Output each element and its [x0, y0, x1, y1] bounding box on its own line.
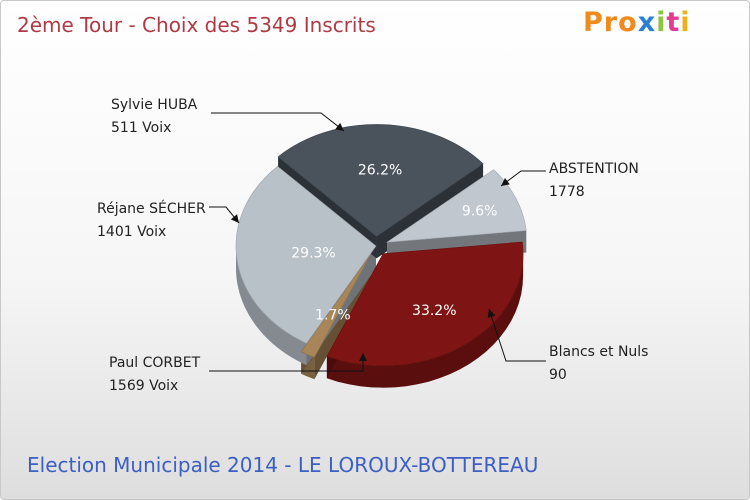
pie-percent-label: 9.6% — [462, 204, 498, 220]
logo-letter: x — [637, 7, 657, 38]
slice-value-label: 1778 — [549, 184, 585, 200]
leader-arrow — [230, 214, 239, 223]
pie-slice-side — [236, 246, 307, 366]
slice-value-label: 511 Voix — [111, 120, 171, 136]
leader-arrow — [487, 309, 496, 318]
leader-arrow — [501, 178, 510, 186]
logo-letter: t — [666, 7, 681, 38]
logo-letter: P — [583, 7, 604, 38]
slice-name-label: Sylvie HUBA — [111, 97, 198, 113]
pie-percent-label: 33.2% — [412, 303, 456, 319]
leader-line — [488, 308, 546, 362]
pie-slice-paul-corbet — [235, 166, 377, 344]
logo-letter: i — [680, 7, 691, 38]
footer-title: Election Municipale 2014 - LE LOROUX-BOT… — [27, 453, 539, 477]
pie-slice-blancs-et-nuls — [300, 254, 371, 358]
pie-percent-label: 26.2% — [358, 162, 402, 178]
pie-slice-sylvie-huba — [385, 169, 527, 243]
slice-name-label: Réjane SÉCHER — [97, 200, 206, 217]
proxiti-logo: Proxiti — [583, 7, 691, 38]
leader-line — [211, 112, 345, 132]
slice-value-label: 1401 Voix — [97, 224, 166, 240]
leader-arrow — [335, 122, 344, 131]
pie-slice-abstention — [326, 241, 524, 367]
leader-line — [500, 170, 546, 187]
slice-name-label: Blancs et Nuls — [549, 344, 648, 360]
pie-slice-r-jane-s-cher — [277, 124, 484, 237]
pie-slice-side — [326, 253, 524, 388]
slice-name-label: ABSTENTION — [549, 161, 639, 177]
logo-letter: r — [603, 7, 619, 38]
chart-title: 2ème Tour - Choix des 5349 Inscrits — [17, 13, 376, 37]
slice-name-label: Paul CORBET — [109, 355, 201, 371]
leader-arrow — [359, 353, 367, 361]
logo-letter: i — [656, 7, 667, 38]
logo-letter: o — [618, 7, 638, 38]
pie-percent-label: 1.7% — [315, 308, 351, 324]
pie-percent-label: 29.3% — [291, 246, 335, 262]
slice-value-label: 90 — [549, 367, 567, 383]
slice-value-label: 1569 Voix — [109, 378, 178, 394]
